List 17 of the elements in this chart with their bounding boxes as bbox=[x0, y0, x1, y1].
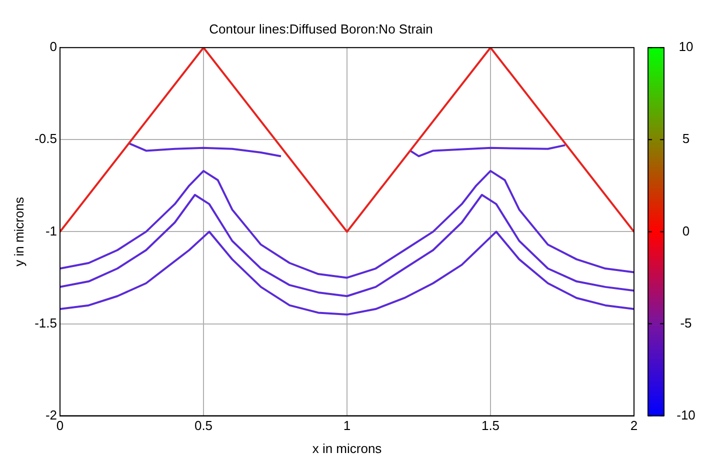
y-tick-label: -1.5 bbox=[34, 315, 57, 330]
color-bar-label: -5 bbox=[680, 315, 692, 330]
x-tick-label: 1.5 bbox=[481, 418, 500, 434]
y-tick-label: -2 bbox=[45, 407, 57, 422]
x-tick-label: 0.5 bbox=[194, 418, 213, 434]
y-axis-title: y in microns bbox=[11, 196, 26, 266]
y-tick-label: -0.5 bbox=[34, 131, 57, 146]
chart-title: Contour lines:Diffused Boron:No Strain bbox=[209, 21, 433, 36]
y-tick-label: 0 bbox=[50, 39, 57, 54]
color-bar-label: 10 bbox=[678, 39, 694, 54]
color-bar-label: -10 bbox=[676, 407, 696, 422]
x-tick-label: 2 bbox=[630, 418, 638, 434]
y-tick-label: -1 bbox=[45, 223, 57, 238]
x-axis-title: x in microns bbox=[312, 440, 382, 456]
color-bar-label: 5 bbox=[682, 131, 690, 146]
x-tick-label: 1 bbox=[343, 418, 351, 434]
color-bar-label: 0 bbox=[682, 223, 690, 238]
